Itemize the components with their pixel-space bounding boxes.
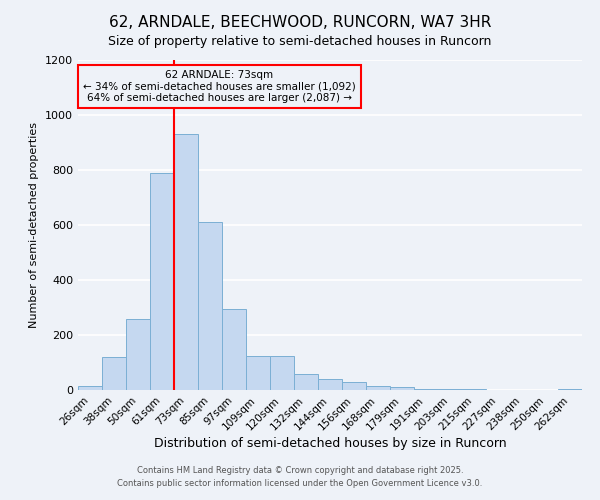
Text: 62 ARNDALE: 73sqm
← 34% of semi-detached houses are smaller (1,092)
64% of semi-: 62 ARNDALE: 73sqm ← 34% of semi-detached…: [83, 70, 355, 103]
Bar: [366, 386, 390, 390]
Bar: [174, 134, 198, 390]
Bar: [198, 222, 222, 390]
Text: 62, ARNDALE, BEECHWOOD, RUNCORN, WA7 3HR: 62, ARNDALE, BEECHWOOD, RUNCORN, WA7 3HR: [109, 15, 491, 30]
X-axis label: Distribution of semi-detached houses by size in Runcorn: Distribution of semi-detached houses by …: [154, 438, 506, 450]
Bar: [342, 382, 366, 390]
Text: Size of property relative to semi-detached houses in Runcorn: Size of property relative to semi-detach…: [109, 35, 491, 48]
Bar: [558, 388, 582, 390]
Text: Contains HM Land Registry data © Crown copyright and database right 2025.
Contai: Contains HM Land Registry data © Crown c…: [118, 466, 482, 487]
Bar: [102, 357, 126, 390]
Bar: [78, 386, 102, 390]
Bar: [294, 374, 318, 390]
Bar: [318, 379, 342, 390]
Bar: [126, 318, 150, 390]
Bar: [414, 388, 438, 390]
Bar: [150, 173, 174, 390]
Bar: [438, 389, 462, 390]
Bar: [390, 387, 414, 390]
Bar: [270, 356, 294, 390]
Bar: [222, 309, 246, 390]
Y-axis label: Number of semi-detached properties: Number of semi-detached properties: [29, 122, 40, 328]
Bar: [246, 356, 270, 390]
